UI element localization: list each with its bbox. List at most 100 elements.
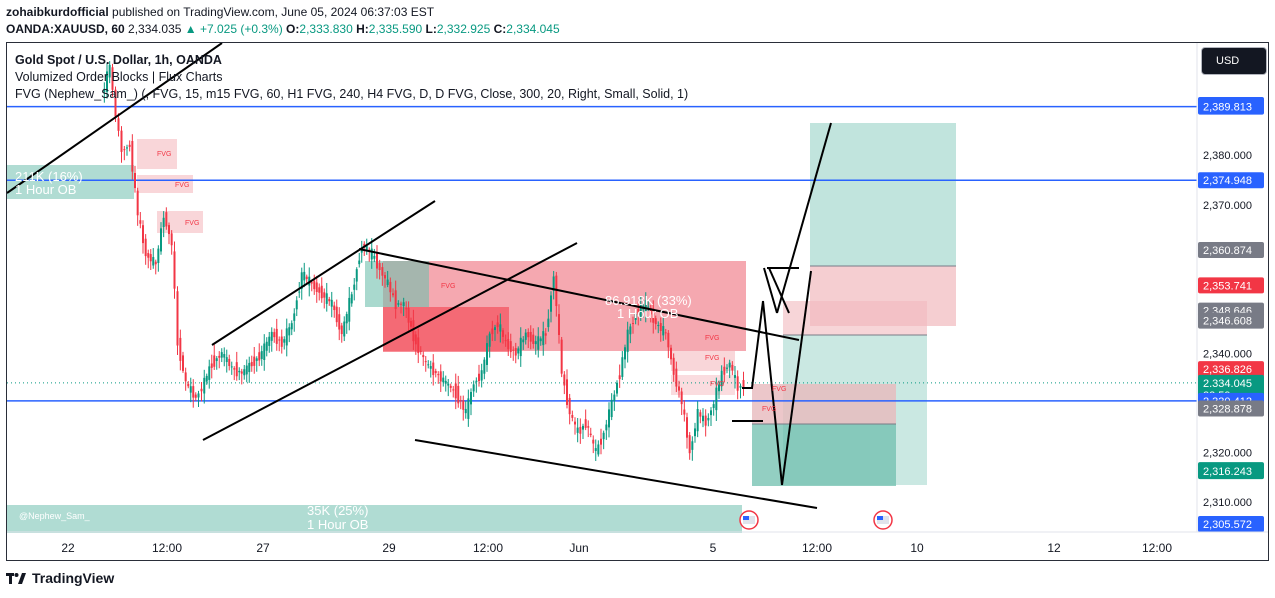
candle-body — [507, 339, 510, 350]
candle-body — [491, 328, 494, 335]
candle-body — [589, 433, 592, 436]
candle-body — [192, 386, 195, 398]
candle-body — [560, 339, 563, 374]
candle-body — [323, 292, 326, 298]
order-block-label: 1 Hour OB — [15, 182, 76, 197]
candle-body — [539, 338, 542, 342]
trendline[interactable] — [751, 300, 764, 389]
price-badge[interactable] — [1198, 516, 1264, 532]
candle-body — [315, 282, 318, 293]
candle-body — [579, 426, 582, 434]
trendline[interactable] — [781, 270, 812, 486]
price-badge[interactable] — [1198, 277, 1264, 294]
candle-body — [298, 291, 301, 293]
currency-button[interactable]: USD — [1201, 47, 1267, 75]
candle-body — [250, 361, 253, 367]
candle-body — [189, 386, 192, 393]
candle-body — [699, 412, 702, 417]
candle-body — [265, 341, 268, 351]
candle-body — [728, 362, 731, 368]
price-badge-label: 2,389.813 — [1203, 102, 1252, 114]
time-axis-tick: 12 — [1047, 541, 1061, 555]
price-badge[interactable] — [1198, 400, 1264, 417]
tradingview-footer: TradingView — [6, 570, 114, 586]
indicator-fvg[interactable]: FVG (Nephew_Sam_) (, FVG, 15, m15 FVG, 6… — [15, 87, 689, 101]
candle-body — [657, 325, 660, 327]
candle-body — [160, 228, 162, 252]
candle-body — [419, 350, 422, 352]
candle-body — [462, 400, 465, 410]
fvg-label: FVG — [175, 182, 189, 189]
price-badge-label: 2,346.608 — [1203, 316, 1252, 328]
candle-body — [442, 377, 445, 383]
symbol-info: OANDA:XAUUSD, 60 2,334.035 ▲ +7.025 (+0.… — [6, 22, 560, 36]
candle-body — [126, 147, 128, 149]
price-badge[interactable] — [1198, 374, 1264, 391]
order-block-label: 86.918K (33%) — [605, 293, 692, 308]
candle-body — [686, 417, 688, 438]
candle-body — [444, 380, 447, 384]
price-change: ▲ +7.025 (+0.3%) — [184, 22, 283, 36]
publisher-name[interactable]: zohaibkurdofficial — [6, 5, 109, 19]
candle-body — [644, 299, 647, 312]
candle-body — [313, 280, 316, 290]
candle-body — [355, 269, 358, 282]
price-badge[interactable] — [1198, 241, 1264, 258]
candle-body — [410, 320, 412, 327]
trendline[interactable] — [414, 439, 818, 509]
time-axis-tick: 12:00 — [1142, 541, 1172, 555]
price-badge[interactable] — [1198, 98, 1264, 115]
candle-body — [696, 409, 699, 432]
candle-body — [182, 355, 184, 371]
chart-area[interactable]: 211K (16%) 1 Hour OB 86.918K (33%) 1 Hour O… — [6, 42, 1269, 561]
candle-body — [330, 299, 333, 307]
candle-body — [350, 294, 353, 304]
candle-body — [621, 357, 624, 377]
candle-body — [144, 238, 147, 257]
candle-body — [218, 355, 221, 358]
open-label: O: — [286, 22, 300, 36]
indicator-order-blocks[interactable]: Volumized Order Blocks | Flux Charts — [15, 70, 223, 84]
chart-title: Gold Spot / U.S. Dollar, 1h, OANDA — [15, 53, 222, 67]
price-badge[interactable] — [1198, 361, 1264, 378]
trendline[interactable] — [358, 248, 800, 341]
close-label: C: — [493, 22, 507, 36]
us-flag-icon — [877, 516, 883, 520]
time-axis-tick: 12:00 — [802, 541, 832, 555]
trendline[interactable] — [768, 267, 790, 314]
trendline[interactable] — [7, 43, 223, 194]
trendline[interactable] — [763, 267, 778, 314]
price-badge[interactable] — [1198, 463, 1264, 480]
candle-body — [253, 356, 256, 366]
trendline[interactable] — [762, 300, 783, 486]
candle-body — [154, 261, 157, 265]
candle-body — [512, 349, 515, 351]
candle-body — [517, 348, 520, 354]
candle-body — [402, 302, 405, 307]
candle-body — [664, 332, 667, 334]
candle-body — [111, 67, 114, 90]
candle-body — [707, 417, 710, 421]
candle-body — [215, 358, 218, 362]
candle-body — [365, 245, 368, 252]
candle-body — [544, 333, 547, 336]
candle-body — [378, 263, 381, 271]
candle-body — [467, 398, 470, 419]
candle-body — [532, 334, 535, 344]
trendline[interactable] — [202, 242, 578, 441]
trendline[interactable] — [211, 200, 436, 346]
candle-body — [584, 419, 587, 428]
price-badge[interactable] — [1198, 312, 1264, 329]
candle-body — [608, 409, 610, 428]
fvg-label: FVG — [441, 283, 455, 290]
time-axis-tick: 29 — [382, 541, 396, 555]
target-zone — [810, 123, 956, 266]
candle-body — [632, 323, 634, 325]
trendline[interactable] — [776, 122, 832, 314]
candle-body — [691, 441, 694, 450]
price-badge[interactable] — [1198, 172, 1264, 189]
candle-body — [558, 314, 560, 335]
fvg-label: FVG — [772, 386, 786, 393]
price-axis-tick: 2,380.000 — [1203, 150, 1252, 162]
